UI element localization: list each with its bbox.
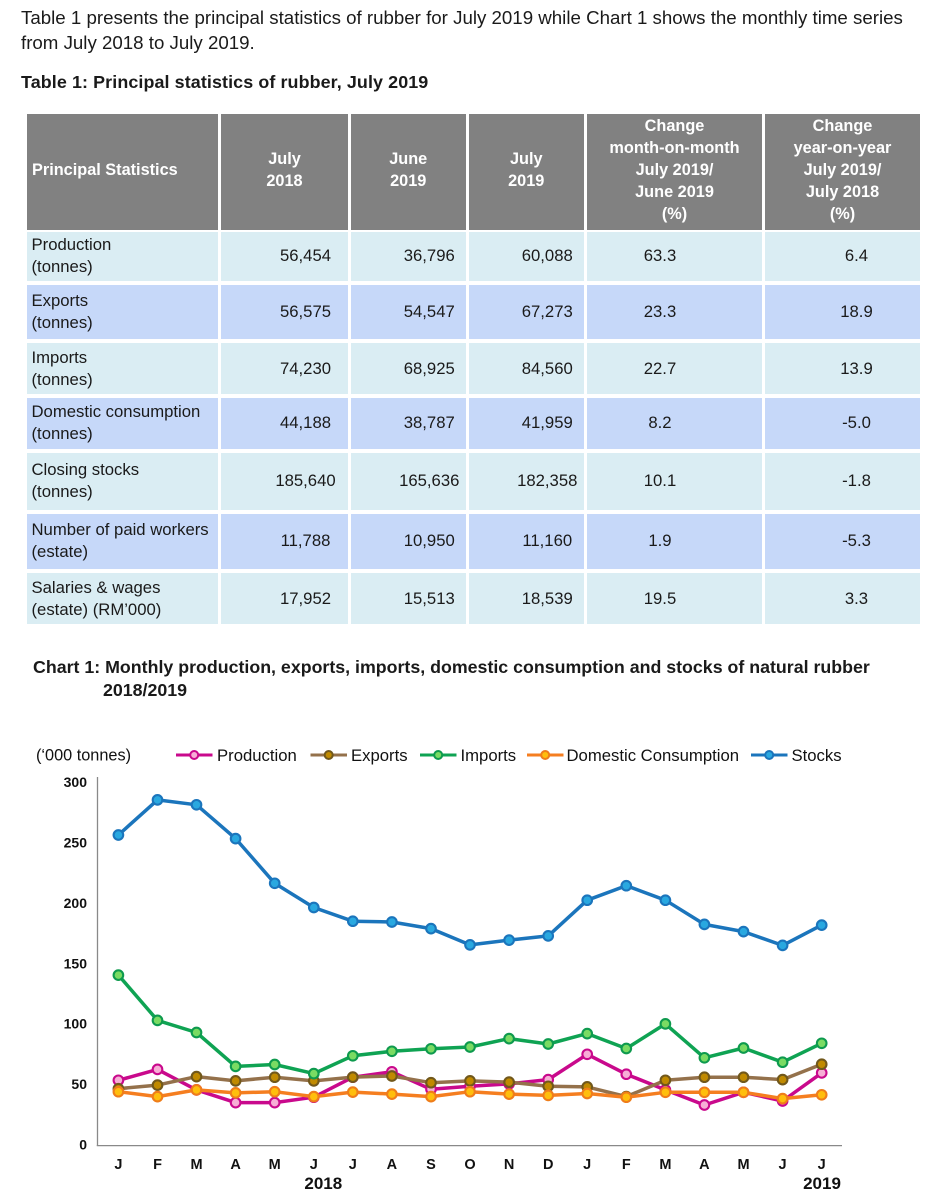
svg-text:Domestic Consumption: Domestic Consumption [567,746,740,765]
svg-text:S: S [426,1157,436,1173]
svg-text:200: 200 [64,895,88,911]
svg-text:Imports: Imports [461,746,517,765]
svg-text:M: M [659,1157,671,1173]
svg-text:J: J [818,1157,826,1173]
svg-text:Production: Production [217,746,297,765]
svg-text:Exports: Exports [351,746,408,765]
svg-text:A: A [387,1157,398,1173]
svg-text:2018: 2018 [304,1174,342,1193]
svg-text:N: N [504,1157,514,1173]
svg-text:A: A [230,1157,241,1173]
svg-text:300: 300 [64,774,88,790]
svg-text:F: F [153,1157,162,1173]
svg-text:J: J [310,1157,318,1173]
svg-text:J: J [114,1157,122,1173]
svg-text:2019: 2019 [803,1174,841,1193]
svg-text:(‘000 tonnes): (‘000 tonnes) [36,747,131,765]
svg-text:0: 0 [79,1137,87,1153]
svg-text:M: M [269,1157,281,1173]
svg-text:M: M [737,1157,749,1173]
svg-text:O: O [464,1157,475,1173]
svg-text:150: 150 [64,955,88,971]
svg-text:F: F [622,1157,631,1173]
svg-text:J: J [583,1157,591,1173]
svg-text:J: J [349,1157,357,1173]
svg-text:100: 100 [64,1016,88,1032]
svg-text:250: 250 [64,834,88,850]
svg-text:50: 50 [71,1076,87,1092]
svg-text:Stocks: Stocks [792,746,842,765]
svg-text:A: A [699,1157,710,1173]
svg-text:J: J [779,1157,787,1173]
svg-text:M: M [190,1157,202,1173]
svg-text:D: D [543,1157,553,1173]
